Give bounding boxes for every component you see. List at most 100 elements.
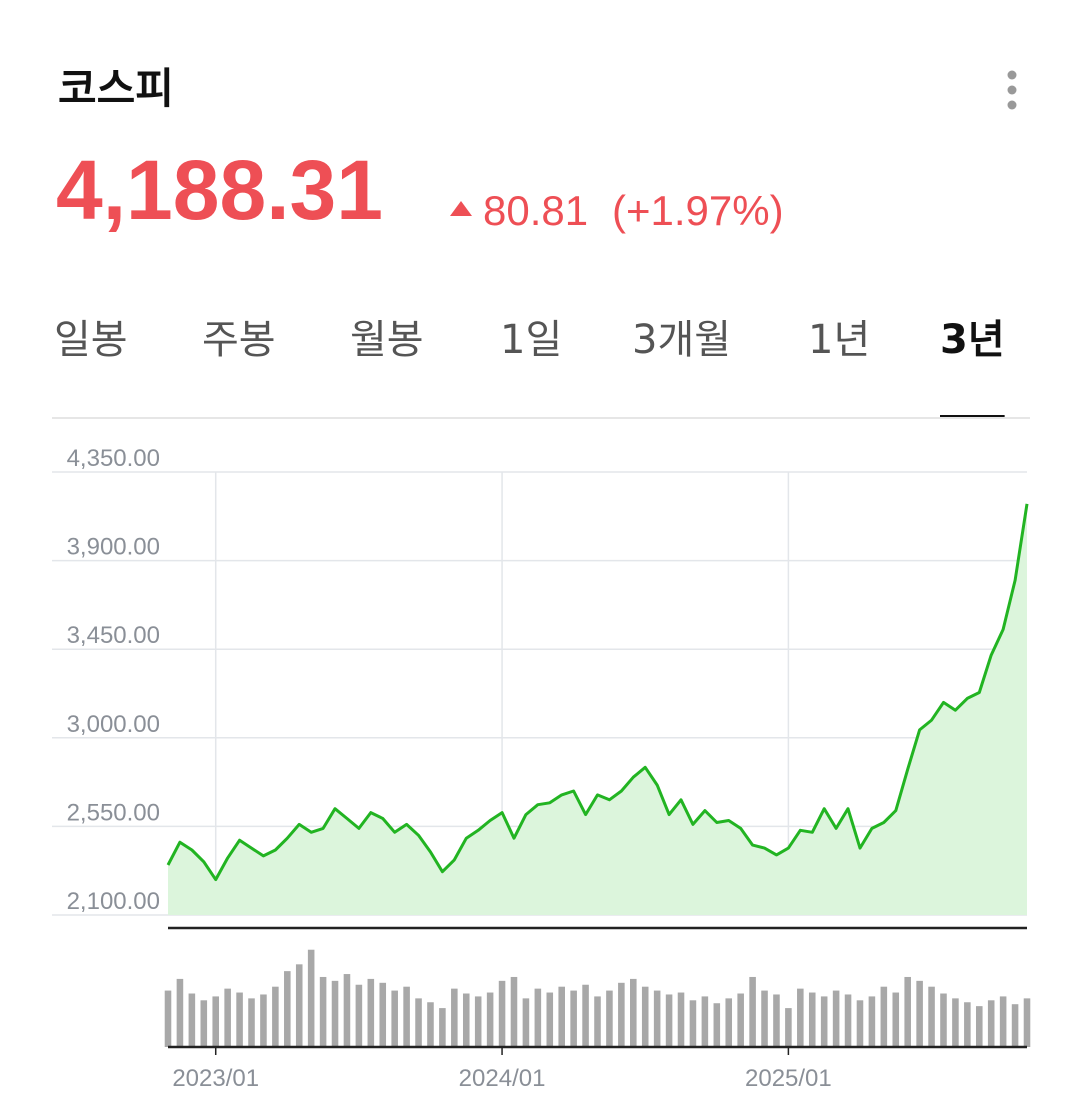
volume-bar	[630, 978, 637, 1047]
volume-bar	[904, 976, 911, 1047]
volume-bar	[188, 993, 196, 1047]
volume-bar	[260, 994, 267, 1047]
volume-bar	[964, 1002, 971, 1047]
volume-bar	[618, 982, 625, 1047]
volume-bar	[367, 978, 375, 1047]
volume-bar	[439, 1008, 446, 1047]
volume-bar	[427, 1002, 434, 1047]
volume-bar	[212, 996, 220, 1047]
volume-bar	[701, 996, 709, 1047]
volume-bar	[498, 980, 506, 1047]
y-tick-label: 3,450.00	[67, 622, 160, 649]
volume-bar	[343, 974, 351, 1047]
tab[interactable]: 1년	[808, 317, 870, 363]
volume-bar	[331, 980, 339, 1047]
volume-bar	[403, 986, 410, 1047]
volume-bar	[1011, 1004, 1019, 1047]
index-title: 코스피	[58, 64, 174, 113]
change: 80.81	[483, 187, 588, 234]
change-percent: (+1.97%)	[612, 187, 784, 234]
volume-bar	[474, 996, 482, 1047]
more-menu[interactable]	[1007, 70, 1017, 110]
volume-bar	[761, 990, 768, 1047]
volume-bar	[689, 1000, 697, 1047]
volume-bar	[785, 1008, 792, 1047]
volume-bar	[820, 996, 828, 1047]
volume-bar	[606, 990, 613, 1047]
price: 4,188.31	[56, 143, 383, 237]
volume-bar	[653, 990, 661, 1047]
volume-bar	[808, 992, 816, 1047]
x-tick-label: 2023/01	[172, 1065, 259, 1092]
volume-bar	[749, 976, 756, 1047]
tab[interactable]: 월봉	[350, 317, 424, 363]
volume-bar	[558, 986, 565, 1047]
volume-bar	[725, 998, 733, 1047]
volume-bar	[546, 992, 554, 1047]
x-tick-label: 2025/01	[745, 1065, 832, 1092]
volume-bar	[307, 949, 315, 1047]
volume-bar	[773, 994, 780, 1047]
volume-bar	[236, 992, 243, 1047]
volume-bar	[451, 988, 458, 1047]
tab[interactable]: 3개월	[632, 317, 731, 363]
volume-bar	[295, 964, 303, 1047]
volume-bar	[272, 986, 279, 1047]
chart: 2,100.00 2,550.00 3,000.00 3,450.00 3,900.00…	[52, 445, 1031, 1092]
volume-bar	[248, 998, 255, 1047]
volume-bar	[856, 1000, 864, 1047]
volume-bar	[176, 978, 184, 1047]
volume-bar	[999, 996, 1007, 1047]
volume-bar	[916, 980, 923, 1047]
volume-bar	[391, 990, 398, 1047]
y-tick-label: 2,100.00	[67, 888, 160, 915]
volume-bar	[797, 988, 804, 1047]
volume-bar	[832, 990, 840, 1047]
volume-bar	[284, 971, 291, 1047]
tab[interactable]: 1일	[500, 317, 562, 363]
menu-dot	[1007, 85, 1017, 95]
volume-bar	[987, 1000, 995, 1047]
volume-bar	[844, 994, 852, 1047]
volume-bar	[224, 988, 231, 1047]
volume-bar	[713, 1003, 721, 1047]
area-fill	[168, 503, 1027, 915]
volume-bar	[892, 992, 900, 1047]
volume-bar	[940, 993, 947, 1047]
volume-bar	[868, 996, 876, 1047]
volume-bar	[641, 986, 649, 1047]
up-arrow	[450, 201, 472, 216]
menu-dot	[1007, 100, 1017, 110]
volume-bar	[522, 998, 530, 1047]
volume-bar	[975, 1006, 983, 1047]
volume-bar	[928, 986, 935, 1047]
volume-bar	[415, 998, 422, 1047]
volume-bar	[510, 976, 518, 1047]
tab[interactable]: 주봉	[202, 317, 276, 363]
volume-bar	[319, 976, 327, 1047]
volume-bar	[880, 986, 888, 1047]
volume-bar	[462, 993, 470, 1047]
volume-bar	[486, 992, 494, 1047]
volume-bar	[379, 982, 387, 1047]
y-tick-label: 3,900.00	[67, 534, 160, 561]
volume-bar	[677, 992, 685, 1047]
x-tick-label: 2024/01	[459, 1065, 546, 1092]
y-tick-label: 2,550.00	[67, 799, 160, 826]
tab[interactable]: 일봉	[54, 317, 128, 363]
price-line	[166, 503, 1029, 882]
y-tick-label: 3,000.00	[67, 711, 160, 738]
volume-bar	[164, 990, 172, 1047]
volume-bar	[594, 996, 601, 1047]
y-tick-label: 4,350.00	[67, 445, 160, 472]
volume-bar	[355, 984, 363, 1047]
volume-bar	[200, 1000, 208, 1047]
tab[interactable]: 3년	[940, 317, 1005, 363]
menu-dot	[1007, 70, 1017, 80]
volume-bar	[582, 984, 589, 1047]
volume-bar	[1023, 998, 1031, 1047]
volume-bar	[952, 998, 959, 1047]
volume-bar	[570, 990, 577, 1047]
period-tabs: 일봉 주봉 월봉 1일 3개월 1년 3년	[54, 317, 1005, 419]
